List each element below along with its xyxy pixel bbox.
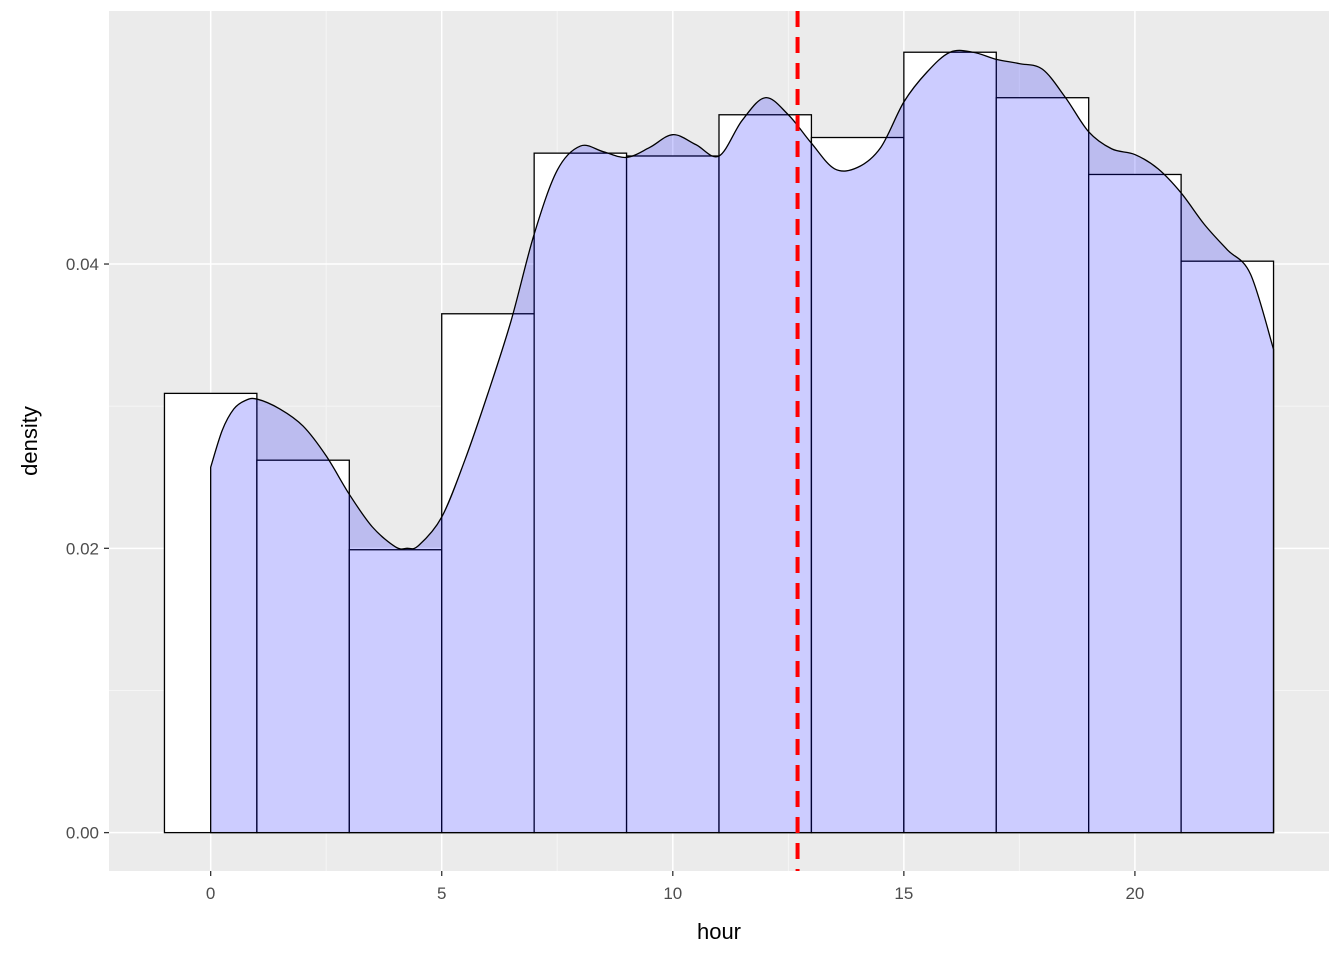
y-tick-label: 0.02 [66, 539, 99, 558]
x-tick-label: 0 [206, 884, 215, 903]
histogram-bar [903, 51, 997, 834]
x-axis: 0 5 10 15 20 [206, 871, 1144, 903]
histogram-bars [163, 51, 1275, 834]
y-tick-label: 0.04 [66, 255, 99, 274]
histogram-bar [441, 313, 535, 834]
x-tick-label: 10 [663, 884, 682, 903]
x-tick-label: 15 [894, 884, 913, 903]
density-line [210, 49, 1275, 834]
y-axis: 0.00 0.02 0.04 [66, 255, 109, 843]
x-tick-label: 20 [1125, 884, 1144, 903]
x-axis-title: hour [697, 919, 741, 944]
histogram-bar [1088, 173, 1182, 834]
histogram-bar [256, 459, 350, 834]
histogram-bar [348, 549, 443, 834]
density-area [210, 50, 1274, 833]
y-axis-title: density [17, 406, 42, 476]
histogram-bar [625, 155, 720, 834]
x-tick-label: 5 [437, 884, 446, 903]
histogram-bar [810, 136, 905, 834]
y-tick-label: 0.00 [66, 824, 99, 843]
